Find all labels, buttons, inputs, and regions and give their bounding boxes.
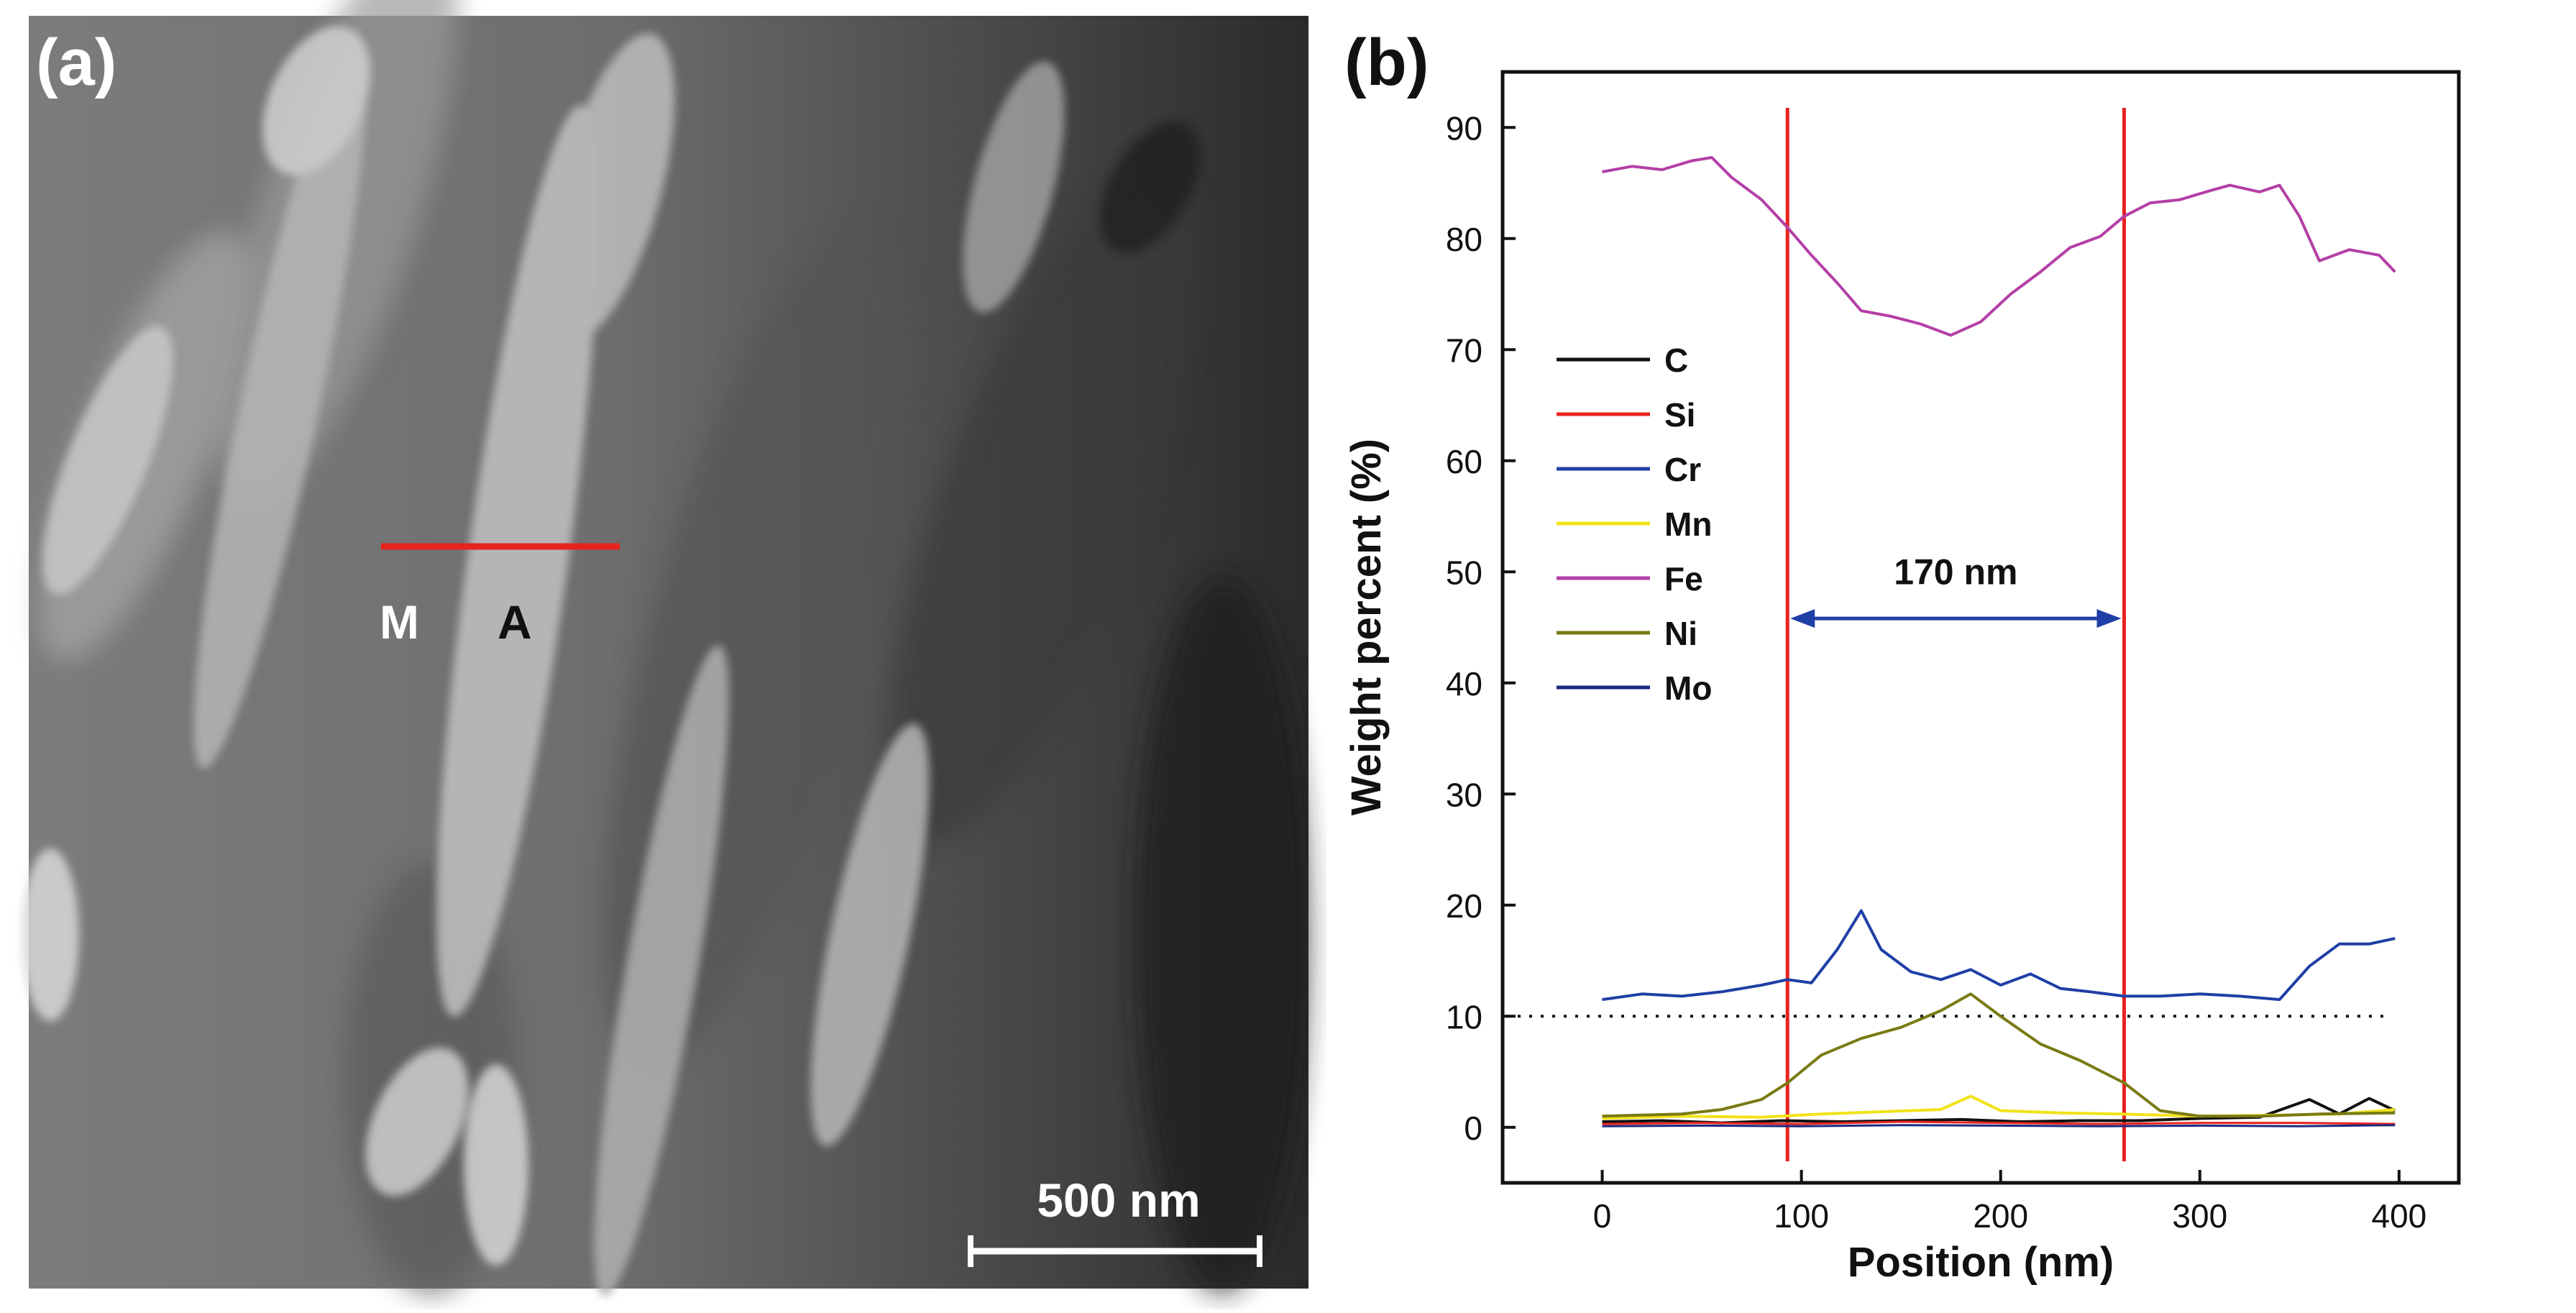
line-scan-chart: (b) 0 10 20 30 40 50 60 70 80 90 0 100 200 300 400 CS… xyxy=(1343,26,2461,1286)
legend-label-c: C xyxy=(1664,342,1688,379)
span-arrow-head-left xyxy=(1790,609,1815,628)
x-tick-label: 300 xyxy=(2172,1197,2227,1235)
legend-label-fe: Fe xyxy=(1664,560,1703,598)
matrix-marker-label: M xyxy=(380,595,419,649)
series-line-mo xyxy=(1602,1124,2396,1127)
y-tick-label: 70 xyxy=(1446,331,1482,369)
legend-label-mn: Mn xyxy=(1664,505,1712,543)
plot-frame xyxy=(1500,70,2461,1185)
y-tick-label: 20 xyxy=(1446,887,1482,925)
scale-bar-label: 500 nm xyxy=(1037,1174,1200,1227)
series-line-ni xyxy=(1602,992,2396,1118)
micrograph-panel: (a) M A 500 nm xyxy=(22,0,1308,1297)
y-tick-label: 30 xyxy=(1446,776,1482,813)
legend-label-cr: Cr xyxy=(1664,451,1701,488)
y-tick-label: 90 xyxy=(1446,109,1482,147)
x-tick-label: 100 xyxy=(1774,1197,1829,1235)
scale-bar xyxy=(968,1235,1262,1267)
panel-a-label: (a) xyxy=(36,26,116,99)
x-axis-label: Position (nm) xyxy=(1848,1239,2114,1286)
y-tick-label: 60 xyxy=(1446,443,1482,480)
y-tick-label: 40 xyxy=(1446,665,1482,703)
series-line-cr xyxy=(1602,909,2396,1002)
y-axis-label: Weight percent (%) xyxy=(1343,439,1390,815)
legend-label-si: Si xyxy=(1664,396,1695,434)
x-tick-label: 200 xyxy=(1973,1197,2028,1235)
span-arrow-head-right xyxy=(2096,609,2122,628)
y-tick-label: 0 xyxy=(1464,1110,1482,1147)
series-line-c xyxy=(1602,1097,2396,1125)
y-tick-label: 50 xyxy=(1446,554,1482,591)
x-tick-label: 400 xyxy=(2372,1197,2427,1235)
micrograph-image: (a) M A 500 nm xyxy=(22,0,1308,1297)
legend-label-mo: Mo xyxy=(1664,669,1712,707)
legend-label-ni: Ni xyxy=(1664,615,1697,652)
austenite-marker-label: A xyxy=(498,595,532,649)
span-label: 170 nm xyxy=(1894,552,2017,592)
x-tick-label: 0 xyxy=(1593,1197,1612,1235)
series-line-si xyxy=(1602,1120,2396,1125)
series-line-fe xyxy=(1602,156,2396,337)
y-tick-label: 10 xyxy=(1446,998,1482,1035)
y-tick-label: 80 xyxy=(1446,221,1482,258)
panel-b-label: (b) xyxy=(1344,26,1429,99)
